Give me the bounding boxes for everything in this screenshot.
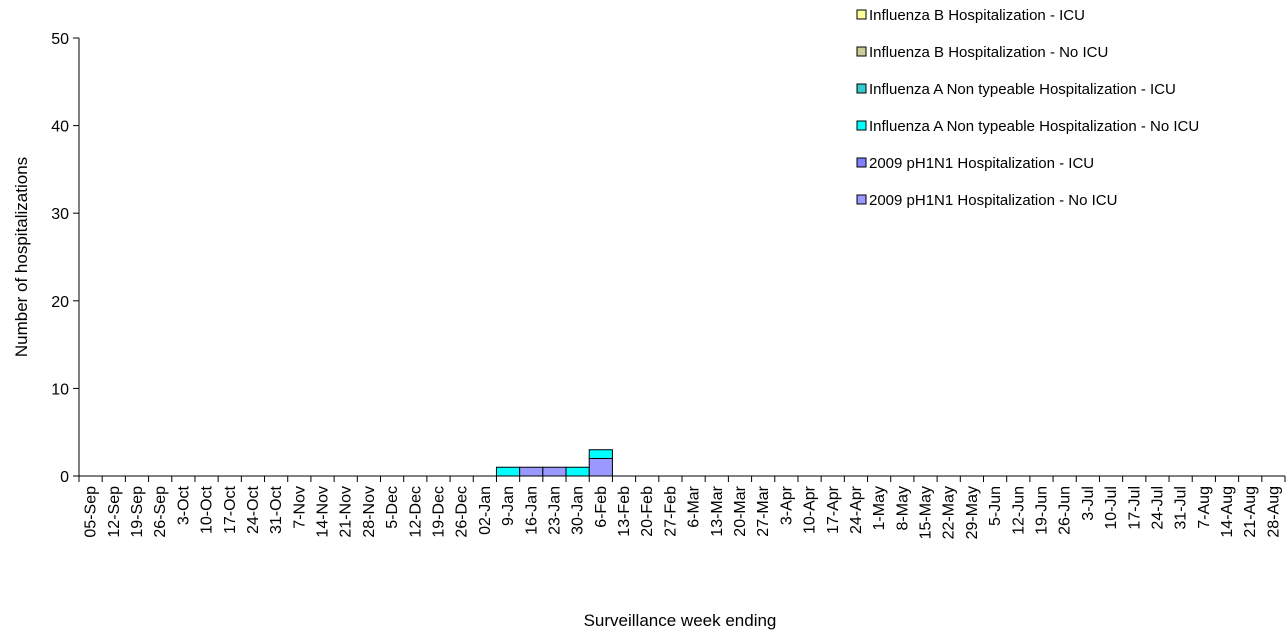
x-tick-label: 02-Jan bbox=[477, 486, 494, 535]
bar-layer bbox=[495, 449, 613, 477]
legend-label: 2009 pH1N1 Hospitalization - No ICU bbox=[869, 192, 1117, 209]
x-tick-label: 26-Jun bbox=[1057, 486, 1074, 535]
x-tick-label: 3-Jul bbox=[1080, 486, 1097, 521]
x-tick-label: 21-Aug bbox=[1242, 486, 1259, 538]
x-tick-label: 26-Sep bbox=[152, 486, 169, 538]
legend-swatch bbox=[856, 157, 867, 168]
x-tick-label: 5-Dec bbox=[384, 486, 401, 529]
x-tick-label: 12-Dec bbox=[407, 486, 424, 538]
x-tick-label: 17-Jul bbox=[1126, 486, 1143, 530]
x-tick-label: 6-Mar bbox=[686, 485, 703, 527]
bar-segment bbox=[588, 449, 613, 459]
x-tick-label: 31-Oct bbox=[268, 485, 285, 534]
x-tick-label: 1-May bbox=[871, 486, 888, 530]
y-tick-label: 50 bbox=[51, 31, 69, 48]
legend-swatch bbox=[856, 120, 867, 131]
x-tick-label: 22-May bbox=[941, 486, 958, 539]
x-tick-label: 13-Feb bbox=[616, 486, 633, 537]
y-tick-label: 30 bbox=[51, 206, 69, 223]
x-tick-label: 26-Dec bbox=[454, 486, 471, 538]
bar-segment bbox=[565, 466, 590, 477]
y-axis-ticks: 0 10 20 30 40 50 bbox=[51, 31, 79, 486]
y-tick-label: 10 bbox=[51, 381, 69, 398]
x-tick-label: 28-Nov bbox=[361, 486, 378, 538]
bar-segment bbox=[495, 466, 521, 477]
x-tick-label: 31-Jul bbox=[1173, 486, 1190, 530]
x-tick-label: 30-Jan bbox=[570, 486, 587, 535]
x-tick-label: 05-Sep bbox=[83, 486, 100, 538]
x-tick-label: 20-Feb bbox=[639, 486, 656, 537]
y-tick-label: 20 bbox=[51, 294, 69, 311]
x-tick-label: 10-Jul bbox=[1103, 486, 1120, 530]
x-tick-label: 14-Aug bbox=[1219, 486, 1236, 538]
x-tick-label: 12-Sep bbox=[106, 486, 123, 538]
x-tick-label: 20-Mar bbox=[732, 485, 749, 536]
x-tick-label: 24-Oct bbox=[245, 485, 262, 534]
x-tick-label: 5-Jun bbox=[987, 486, 1004, 526]
axes bbox=[78, 38, 1285, 477]
x-tick-label: 24-Apr bbox=[848, 485, 865, 534]
x-tick-label: 12-Jun bbox=[1010, 486, 1027, 535]
x-tick-label: 19-Dec bbox=[430, 486, 447, 538]
x-tick-label: 17-Oct bbox=[222, 485, 239, 534]
x-tick-label: 23-Jan bbox=[546, 486, 563, 535]
legend-swatch bbox=[856, 46, 867, 57]
legend-label: Influenza B Hospitalization - ICU bbox=[869, 7, 1085, 24]
x-tick-label: 7-Aug bbox=[1196, 486, 1213, 529]
x-tick-label: 6-Feb bbox=[593, 486, 610, 528]
x-tick-label: 19-Sep bbox=[129, 486, 146, 538]
bar-segment bbox=[519, 466, 544, 477]
x-tick-label: 28-Aug bbox=[1265, 486, 1282, 538]
bar-segment bbox=[542, 466, 567, 477]
x-tick-label: 10-Oct bbox=[199, 485, 216, 534]
x-tick-label: 10-Apr bbox=[802, 485, 819, 534]
x-axis-ticks: 05-Sep 12-Sep 19-Sep 26-Sep 3-Oct 10-Oct 17-Oc… bbox=[78, 476, 1286, 539]
x-axis-title: Surveillance week ending bbox=[584, 611, 777, 630]
x-tick-label: 19-Jun bbox=[1033, 486, 1050, 535]
y-tick-label: 40 bbox=[51, 119, 69, 136]
legend-swatch bbox=[856, 83, 867, 94]
x-tick-label: 3-Apr bbox=[778, 485, 795, 525]
legend-label: Influenza B Hospitalization - No ICU bbox=[869, 44, 1108, 61]
x-tick-label: 16-Jan bbox=[523, 486, 540, 535]
legend-label: 2009 pH1N1 Hospitalization - ICU bbox=[869, 155, 1094, 172]
legend: Influenza B Hospitalization - ICU Influen… bbox=[856, 7, 1199, 209]
x-tick-label: 14-Nov bbox=[315, 486, 332, 538]
legend-swatch bbox=[856, 194, 867, 205]
legend-swatch bbox=[856, 9, 867, 20]
x-tick-label: 9-Jan bbox=[500, 486, 517, 526]
x-tick-label: 24-Jul bbox=[1149, 486, 1166, 530]
y-tick-label: 0 bbox=[60, 469, 69, 486]
legend-label: Influenza A Non typeable Hospitalization… bbox=[869, 118, 1199, 135]
x-tick-label: 21-Nov bbox=[338, 486, 355, 538]
x-tick-label: 8-May bbox=[894, 486, 911, 530]
x-tick-label: 13-Mar bbox=[709, 485, 726, 536]
x-tick-label: 15-May bbox=[918, 486, 935, 539]
y-axis-title: Number of hospitalizations bbox=[12, 157, 31, 357]
x-tick-label: 3-Oct bbox=[175, 485, 192, 525]
x-tick-label: 29-May bbox=[964, 486, 981, 539]
x-tick-label: 27-Mar bbox=[755, 485, 772, 536]
bar-segment bbox=[588, 457, 613, 477]
x-tick-label: 27-Feb bbox=[662, 486, 679, 537]
legend-label: Influenza A Non typeable Hospitalization… bbox=[869, 81, 1176, 98]
x-tick-label: 17-Apr bbox=[825, 485, 842, 534]
x-tick-label: 7-Nov bbox=[291, 486, 308, 529]
